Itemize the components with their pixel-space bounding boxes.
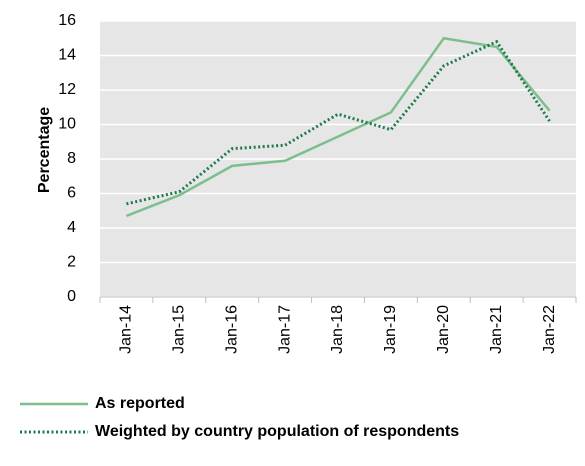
- x-tick-label: Jan-18: [329, 305, 346, 354]
- x-tick-label: Jan-14: [118, 305, 135, 354]
- x-tick-label: Jan-15: [171, 305, 188, 354]
- x-tick-label: Jan-17: [276, 305, 293, 354]
- y-tick-label: 6: [67, 185, 76, 202]
- legend-label: As reported: [95, 395, 185, 412]
- series-line: [125, 36, 551, 218]
- y-tick-label: 12: [58, 81, 76, 98]
- y-tick-label: 2: [67, 254, 76, 271]
- y-tick-label: 16: [58, 12, 76, 29]
- y-tick-label: 0: [67, 288, 76, 305]
- x-tick-label: Jan-21: [488, 305, 505, 354]
- x-tick-label: Jan-19: [382, 305, 399, 354]
- series-line: [126, 39, 551, 206]
- legend-label: Weighted by country population of respon…: [95, 423, 459, 440]
- y-tick-label: 8: [67, 150, 76, 167]
- x-tick-label: Jan-22: [541, 305, 558, 354]
- x-tick-label: Jan-16: [223, 305, 240, 354]
- x-tick-label: Jan-20: [435, 305, 452, 354]
- y-axis-label: Percentage: [36, 107, 53, 193]
- y-tick-label: 14: [58, 47, 76, 64]
- y-tick-label: 10: [58, 116, 76, 133]
- y-tick-label: 4: [67, 219, 76, 236]
